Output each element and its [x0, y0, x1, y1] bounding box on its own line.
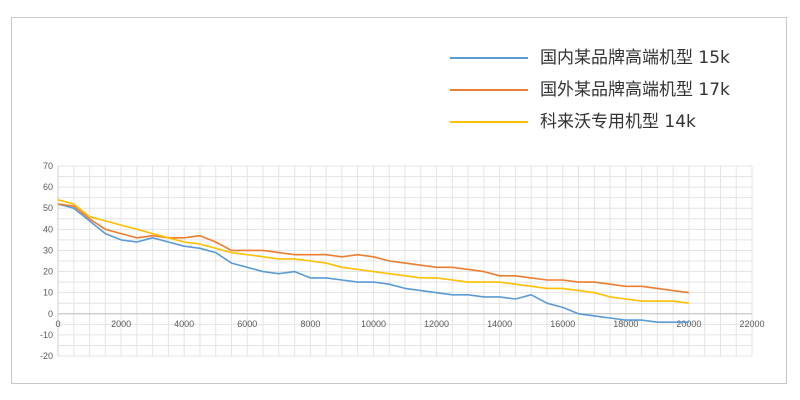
x-tick-label: 12000	[424, 319, 449, 329]
y-tick-label: -10	[40, 330, 53, 340]
legend: 国内某品牌高端机型 15k 国外某品牌高端机型 17k 科来沃专用机型 14k	[440, 45, 780, 141]
x-tick-label: 4000	[174, 319, 194, 329]
legend-item-series-2: 国外某品牌高端机型 17k	[440, 77, 780, 109]
x-tick-label: 20000	[676, 319, 701, 329]
y-tick-label: 60	[43, 182, 53, 192]
x-tick-label: 22000	[739, 319, 764, 329]
legend-swatch-series-3	[450, 121, 528, 123]
y-tick-label: 50	[43, 203, 53, 213]
legend-item-series-1: 国内某品牌高端机型 15k	[440, 45, 780, 77]
legend-swatch-series-2	[450, 89, 528, 91]
x-tick-label: 6000	[237, 319, 257, 329]
series-line-1	[57, 203, 689, 324]
legend-label-series-3: 科来沃专用机型 14k	[540, 112, 696, 132]
y-tick-label: 30	[43, 245, 53, 255]
y-tick-label: 70	[43, 161, 53, 171]
y-tick-label: 0	[48, 309, 53, 319]
x-tick-label: 14000	[487, 319, 512, 329]
grid	[57, 165, 753, 357]
x-tick-label: 18000	[613, 319, 638, 329]
x-tick-label: 2000	[111, 319, 131, 329]
legend-label-series-1: 国内某品牌高端机型 15k	[540, 48, 730, 68]
legend-swatch-series-1	[450, 57, 528, 59]
x-tick-label: 10000	[361, 319, 386, 329]
legend-item-series-3: 科来沃专用机型 14k	[440, 109, 780, 141]
x-tick-label: 16000	[550, 319, 575, 329]
series-line-3	[57, 199, 690, 304]
series-lines	[57, 199, 690, 324]
x-tick-label: 8000	[300, 319, 320, 329]
y-tick-label: 40	[43, 224, 53, 234]
x-tick-label: 0	[55, 319, 60, 329]
y-tick-label: -20	[40, 351, 53, 361]
legend-label-series-2: 国外某品牌高端机型 17k	[540, 80, 730, 100]
y-tick-label: 20	[43, 267, 53, 277]
y-tick-label: 10	[43, 288, 53, 298]
